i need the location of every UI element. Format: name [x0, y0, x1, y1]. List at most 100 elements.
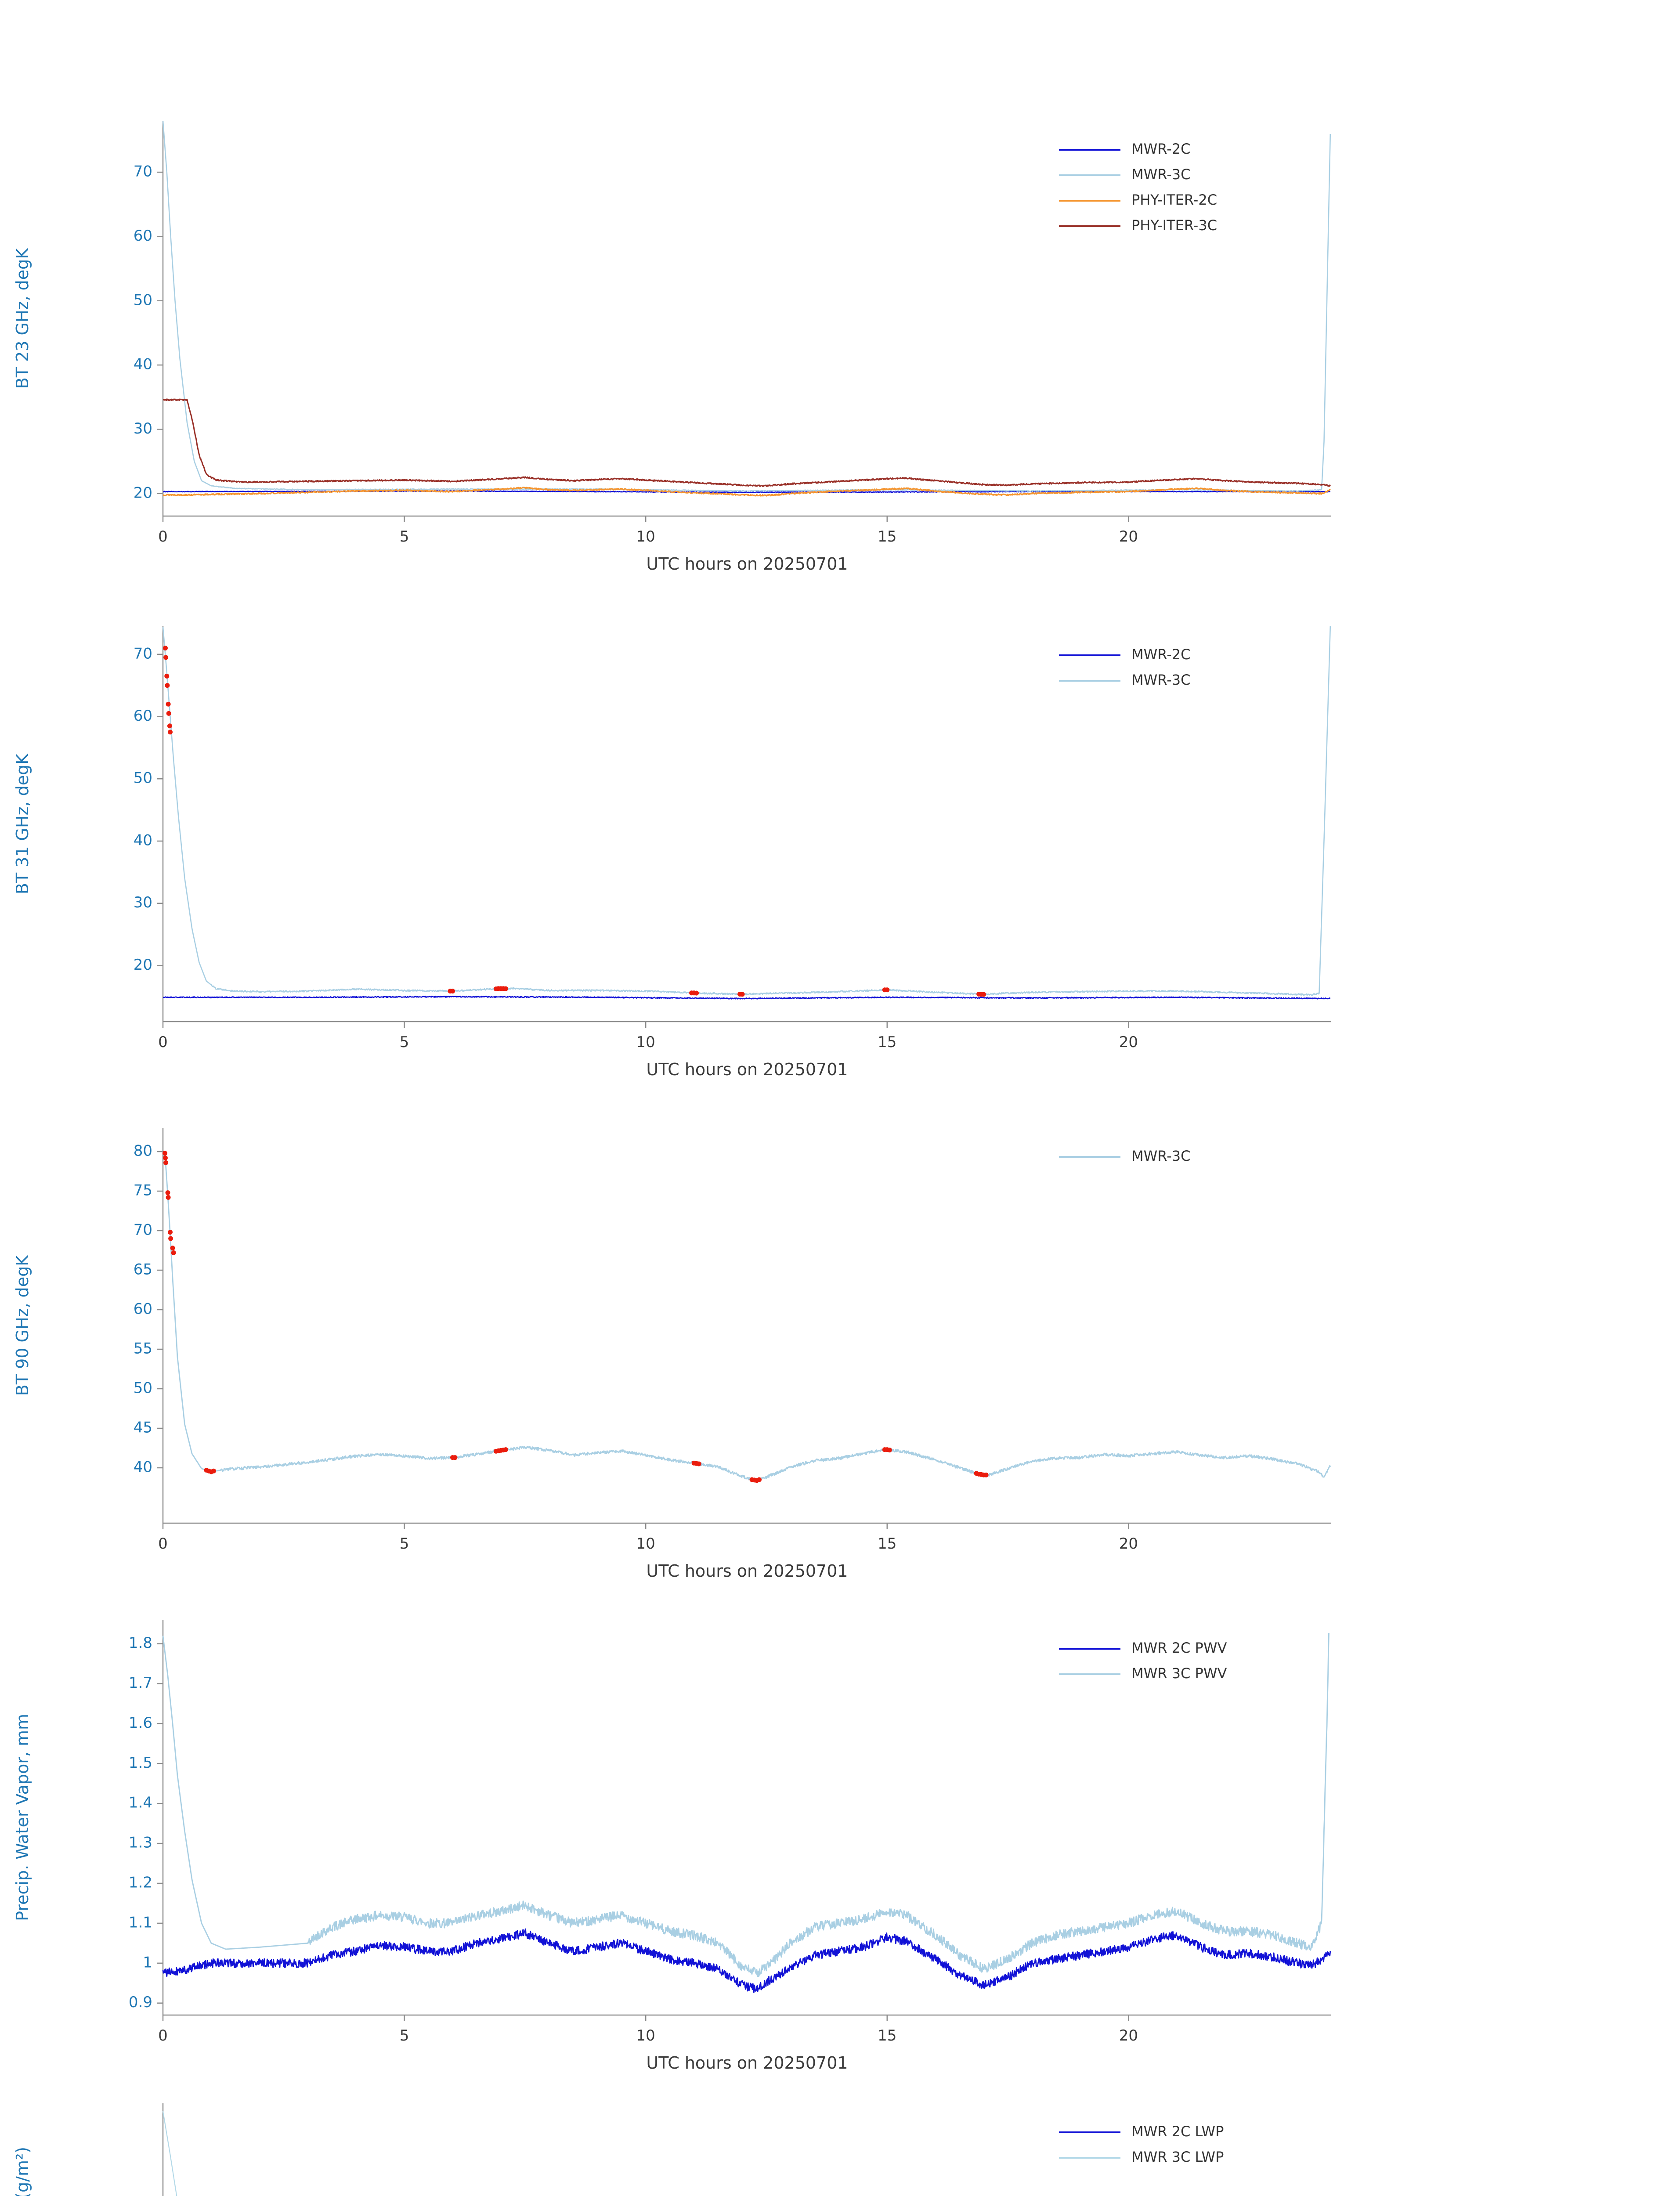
y-tick-label: 70 — [134, 645, 152, 662]
y-tick-label: 55 — [134, 1340, 152, 1358]
legend-label: MWR 2C LWP — [1131, 2123, 1224, 2140]
y-tick-label: 1.3 — [129, 1834, 152, 1852]
flagged-point — [171, 1250, 176, 1255]
x-axis-title: UTC hours on 20250701 — [646, 554, 848, 574]
series-line-phy-iter-2c — [163, 487, 1331, 497]
x-tick-label: 10 — [636, 1535, 655, 1553]
flagged-point — [170, 1246, 175, 1251]
y-tick-label: 50 — [134, 1380, 152, 1397]
legend-label: MWR-2C — [1131, 646, 1190, 663]
flagged-point — [166, 1195, 171, 1200]
y-axis-title: BT 23 GHz, degK — [13, 248, 32, 389]
x-tick-label: 5 — [400, 1535, 409, 1553]
y-tick-label: 1.7 — [129, 1674, 152, 1692]
legend-label: MWR 3C PWV — [1131, 1665, 1227, 1682]
legend-label: MWR-3C — [1131, 166, 1190, 183]
flagged-point — [887, 1448, 892, 1452]
y-tick-label: 80 — [134, 1142, 152, 1160]
flagged-point — [166, 711, 171, 716]
x-tick-label: 20 — [1119, 2027, 1138, 2044]
y-tick-label: 1.6 — [129, 1714, 152, 1732]
y-tick-label: 30 — [134, 894, 152, 911]
x-axis-title: UTC hours on 20250701 — [646, 2053, 848, 2073]
x-axis-title: UTC hours on 20250701 — [646, 1561, 848, 1581]
y-tick-label: 20 — [134, 956, 152, 974]
x-tick-label: 10 — [636, 528, 655, 545]
y-tick-label: 50 — [134, 291, 152, 309]
y-tick-label: 60 — [134, 1300, 152, 1318]
legend-label: MWR-2C — [1131, 141, 1190, 157]
plot-lwp: 00.511.5205101520log10 Liquid Water Path… — [13, 2103, 1224, 2196]
flagged-point — [163, 655, 169, 660]
x-tick-label: 15 — [878, 1033, 896, 1051]
flagged-point — [163, 1155, 168, 1160]
y-tick-label: 20 — [134, 484, 152, 502]
y-tick-label: 60 — [134, 227, 152, 245]
y-tick-label: 1.1 — [129, 1914, 152, 1931]
y-axis-title: BT 31 GHz, degK — [13, 753, 32, 895]
legend-label: MWR 2C PWV — [1131, 1640, 1227, 1656]
flagged-point — [162, 1151, 167, 1156]
flagged-point — [168, 1230, 173, 1235]
y-tick-label: 30 — [134, 420, 152, 437]
x-tick-label: 20 — [1119, 1535, 1138, 1553]
flagged-point — [163, 646, 168, 651]
x-tick-label: 5 — [400, 528, 409, 545]
x-tick-label: 15 — [878, 528, 896, 545]
flagged-point — [696, 1461, 701, 1466]
flagged-point — [981, 992, 986, 997]
flagged-point — [885, 987, 890, 993]
y-tick-label: 40 — [134, 831, 152, 849]
flagged-point — [164, 673, 170, 679]
y-tick-label: 50 — [134, 769, 152, 787]
flagged-point — [757, 1477, 762, 1482]
flagged-point — [168, 730, 173, 735]
legend-label: MWR 3C LWP — [1131, 2149, 1224, 2165]
y-tick-label: 1 — [143, 1954, 152, 1971]
x-tick-label: 5 — [400, 2027, 409, 2044]
flagged-point — [166, 701, 171, 707]
series-line-mwr-3c — [162, 120, 1331, 492]
x-tick-label: 5 — [400, 1033, 409, 1051]
y-tick-label: 70 — [134, 163, 152, 181]
legend-label: MWR-3C — [1131, 672, 1190, 688]
flagged-point — [165, 1190, 170, 1196]
x-tick-label: 10 — [636, 2027, 655, 2044]
flagged-point — [450, 989, 455, 994]
flagged-point — [503, 986, 508, 991]
y-tick-label: 40 — [134, 1459, 152, 1476]
y-axis-title: Precip. Water Vapor, mm — [13, 1714, 32, 1921]
plot-pwv: 0.9 1 1.1 1.2 1.3 1.4 1.5 1.6 1.7 1.8 0 5 10 15 20 Prec… — [13, 1620, 1331, 2073]
plot-bt90: 40 45 50 55 60 65 70 75 80 0 5 10 15 20 BT 90 GHz, deg… — [13, 1128, 1331, 1581]
y-tick-label: 40 — [134, 356, 152, 373]
flagged-point — [168, 1236, 173, 1241]
x-tick-label: 20 — [1119, 528, 1138, 545]
series-line-mwr-3c — [162, 626, 1331, 996]
y-tick-label: 1.5 — [129, 1754, 152, 1772]
flagged-point — [740, 992, 745, 997]
x-tick-label: 0 — [158, 528, 168, 545]
x-tick-label: 15 — [878, 1535, 896, 1553]
flagged-point — [983, 1472, 989, 1477]
y-tick-label: 75 — [134, 1182, 152, 1199]
legend-label: PHY-ITER-2C — [1131, 191, 1217, 208]
flagged-point — [452, 1455, 458, 1460]
legend-label: MWR-3C — [1131, 1148, 1190, 1164]
y-tick-label: 1.4 — [129, 1794, 152, 1812]
x-tick-label: 20 — [1119, 1033, 1138, 1051]
y-axis-title: log10 Liquid Water Path, log10(g/m²) — [13, 2147, 32, 2196]
flagged-point — [503, 1447, 508, 1452]
x-axis-title: UTC hours on 20250701 — [646, 1060, 848, 1079]
plot-bt31: 20 30 40 50 60 70 0 5 10 15 20 BT 31 GHz, degK UTC h… — [13, 626, 1331, 1079]
flagged-point — [167, 723, 172, 729]
series-line-phy-iter-3c — [163, 398, 1331, 487]
legend-label: PHY-ITER-3C — [1131, 217, 1217, 234]
plot-bt23: 20 30 40 50 60 70 0 5 10 15 20 BT 23 GHz, degK UTC h… — [13, 120, 1331, 574]
series-line-mwr-2c — [163, 996, 1331, 1000]
x-tick-label: 0 — [158, 1535, 168, 1553]
y-tick-label: 65 — [134, 1261, 152, 1279]
y-tick-label: 70 — [134, 1221, 152, 1239]
flagged-point — [694, 990, 699, 996]
series-line-mwr-3c — [162, 1151, 1331, 1482]
